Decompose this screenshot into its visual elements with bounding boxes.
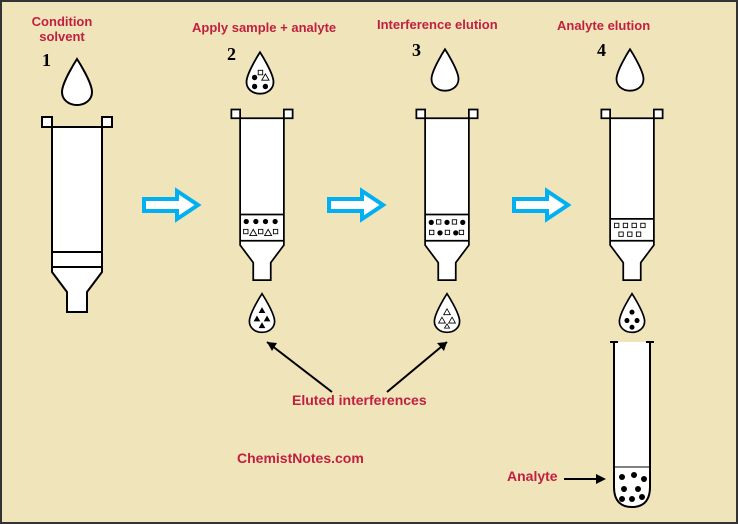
step3-number: 3: [412, 40, 421, 61]
step2-label: Apply sample + analyte: [192, 20, 336, 35]
analyte-label: Analyte: [507, 468, 558, 484]
pointer-lines-icon: [262, 337, 462, 397]
credit-label: ChemistNotes.com: [237, 450, 364, 466]
step1-label: Conditionsolvent: [22, 14, 102, 44]
column3-icon: [412, 102, 482, 292]
drop3-icon: [427, 47, 463, 93]
bottom-drop3-icon: [430, 292, 464, 334]
column1-icon: [37, 112, 117, 322]
arrow2-icon: [327, 187, 387, 223]
drop4-icon: [612, 47, 648, 93]
drop2-icon: [242, 50, 278, 96]
column4-icon: [597, 102, 667, 292]
bottom-drop2-icon: [245, 292, 279, 334]
step1-number: 1: [42, 50, 51, 71]
drop1-icon: [57, 57, 97, 107]
eluted-label: Eluted interferences: [292, 392, 427, 408]
column2-icon: [227, 102, 297, 292]
step4-label: Analyte elution: [557, 18, 650, 33]
arrow1-icon: [142, 187, 202, 223]
step3-label: Interference elution: [377, 17, 498, 32]
step4-number: 4: [597, 40, 606, 61]
step2-number: 2: [227, 44, 236, 65]
analyte-arrow-icon: [562, 472, 607, 486]
test-tube-icon: [602, 337, 662, 512]
bottom-drop4-icon: [615, 292, 649, 334]
arrow3-icon: [512, 187, 572, 223]
